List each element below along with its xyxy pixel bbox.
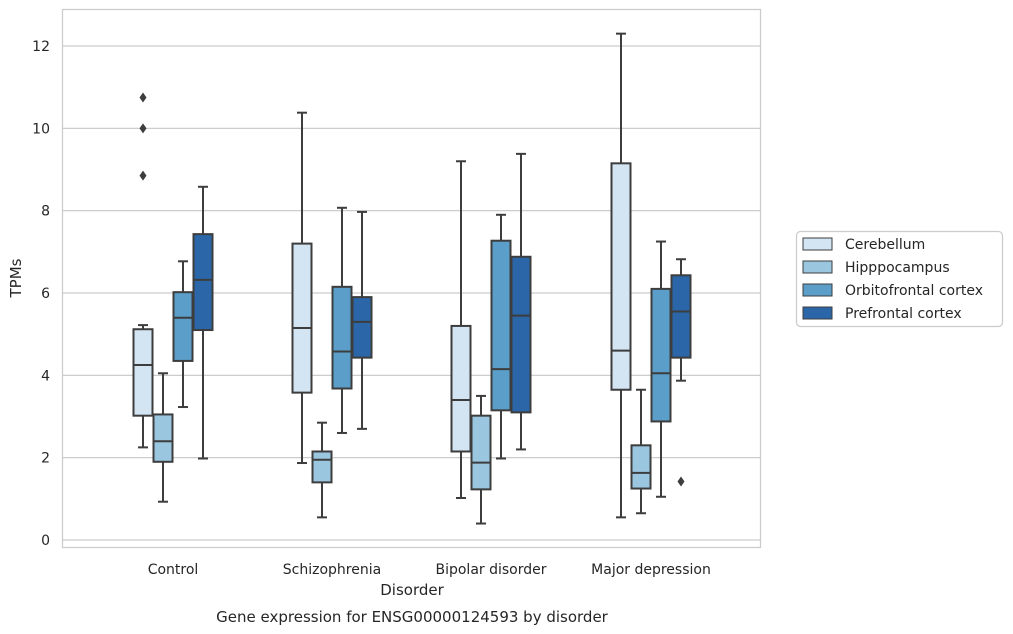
y-tick-label: 0 [41,533,50,549]
box-iqr [351,296,373,359]
box-hipppocampus-3 [630,388,652,515]
legend: Cerebellum Hipppocampus Orbitofrontal cort… [795,230,1004,328]
y-tick-labels: 0 2 4 6 8 10 12 [32,39,50,549]
y-axis-label: TPMs [7,258,25,298]
box-prefrontal-cortex-3 [670,258,692,487]
box-iqr [291,242,313,394]
outlier-point [139,92,147,103]
box-orbitofrontal-cortex-1 [331,206,353,434]
box-iqr [670,274,692,359]
plot-frame [61,8,762,549]
box-prefrontal-cortex-0 [192,185,214,460]
y-tick-label: 10 [32,121,50,137]
outlier-point [139,170,147,181]
legend-swatch [802,283,833,297]
y-tick-label: 12 [32,39,50,55]
legend-label: Orbitofrontal cortex [845,283,983,299]
legend-label: Cerebellum [845,237,925,253]
box-hipppocampus-1 [311,421,333,519]
x-tick-label: Control [148,562,199,578]
box-iqr [331,285,353,390]
box-iqr [490,239,512,412]
box-hipppocampus-2 [470,394,492,525]
outlier-point [677,476,685,487]
box-cerebellum-3 [610,32,632,519]
legend-swatch [802,237,833,251]
legend-swatch [802,260,833,274]
legend-swatch [802,306,833,320]
box-iqr [650,287,672,423]
y-tick-label: 6 [41,286,50,302]
box-iqr [192,233,214,332]
box-iqr [311,450,333,484]
legend-label: Hipppocampus [845,260,950,276]
x-axis-label: Disorder [380,581,444,599]
box-iqr [470,414,492,491]
box-iqr [132,328,154,417]
box-iqr [152,413,174,463]
box-cerebellum-2 [450,160,472,500]
y-tick-label: 8 [41,204,50,220]
y-tick-label: 2 [41,451,50,467]
x-tick-label: Bipolar disorder [435,562,546,578]
boxes [132,32,692,525]
box-prefrontal-cortex-1 [351,210,373,430]
x-tick-label: Major depression [591,562,711,578]
box-iqr [610,162,632,391]
outlier-point [139,123,147,134]
legend-box [795,230,1004,328]
legend-label: Prefrontal cortex [845,306,962,322]
box-iqr [510,255,532,414]
x-tick-label: Schizophrenia [283,562,381,578]
box-cerebellum-0 [132,92,154,449]
box-prefrontal-cortex-2 [510,152,532,451]
box-iqr [630,444,652,490]
box-iqr [172,291,194,362]
box-orbitofrontal-cortex-3 [650,240,672,498]
box-orbitofrontal-cortex-2 [490,213,512,460]
chart-caption: Gene expression for ENSG00000124593 by d… [216,608,609,626]
box-hipppocampus-0 [152,372,174,503]
box-cerebellum-1 [291,111,313,465]
box-iqr [450,324,472,453]
x-tick-labels: Control Schizophrenia Bipolar disorder Majo… [148,562,711,578]
y-tick-label: 4 [41,368,50,384]
box-orbitofrontal-cortex-0 [172,260,194,409]
